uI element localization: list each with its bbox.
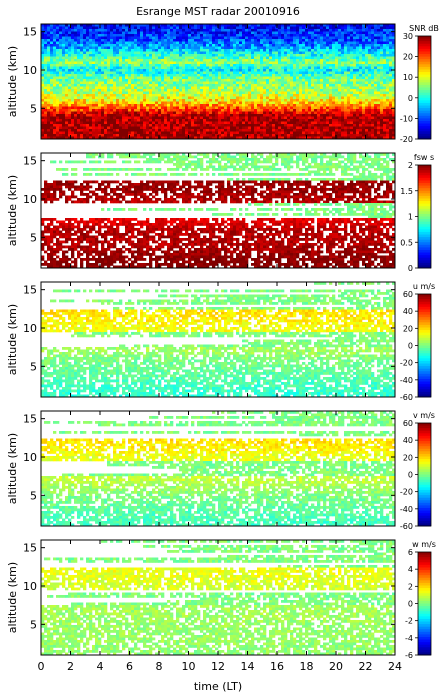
u-ytick-label: 15 xyxy=(23,284,37,297)
SNR-heatmap-cells xyxy=(41,24,396,140)
w-colorbar-tick: 2 xyxy=(408,582,413,591)
fsw-colorbar-tick: 1.5 xyxy=(400,187,413,196)
u-colorbar-tick: 0 xyxy=(408,342,413,351)
fsw-ytick-label: 5 xyxy=(30,231,37,244)
SNR-colorbar-tick: 20 xyxy=(403,53,413,62)
w-colorbar: 6 4 2 0 -2 -4 -6 xyxy=(405,548,432,660)
xtick-label: 0 xyxy=(38,660,45,673)
v-colorbar: 60 40 20 0 -20 -40 -60 xyxy=(400,419,432,531)
panel-SNR: 5 10 15 altitude (km) 30 20 10 0 -10 -20 SNR dB xyxy=(6,23,439,144)
u-colorbar-tick: 60 xyxy=(403,290,413,299)
xtick-label: 4 xyxy=(97,660,104,673)
fsw-colorbar: 2 1.5 1 0.5 0 xyxy=(400,161,432,273)
w-heatmap-cells xyxy=(41,540,396,656)
u-ytick-label: 10 xyxy=(23,322,37,335)
SNR-colorbar-tick: -20 xyxy=(400,135,413,144)
SNR-colorbar-tick: 30 xyxy=(403,32,413,41)
w-ytick-label: 15 xyxy=(23,542,37,555)
v-ytick-label: 5 xyxy=(30,489,37,502)
SNR-colorbar-tick: 0 xyxy=(408,94,413,103)
xtick-label: 10 xyxy=(182,660,196,673)
SNR-colorbar-tick: -10 xyxy=(400,114,413,123)
u-ytick-label: 5 xyxy=(30,360,37,373)
SNR-colorbar-label: SNR dB xyxy=(409,24,439,33)
v-ylabel: altitude (km) xyxy=(6,433,19,504)
v-colorbar-tick: 60 xyxy=(403,419,413,428)
panel-u: 5 10 15 altitude (km) 60 40 20 0 -20 -40 -60 u m/s xyxy=(6,281,435,402)
xtick-label: 2 xyxy=(67,660,74,673)
u-colorbar-label: u m/s xyxy=(413,282,435,291)
xtick-label: 16 xyxy=(270,660,284,673)
v-colorbar-tick: 20 xyxy=(403,453,413,462)
SNR-ytick-label: 5 xyxy=(30,102,37,115)
u-colorbar-tick: -40 xyxy=(400,376,413,385)
w-colorbar-tick: -4 xyxy=(405,634,413,643)
w-colorbar-tick: 6 xyxy=(408,548,413,557)
v-colorbar-tick: -40 xyxy=(400,505,413,514)
v-colorbar-label: v m/s xyxy=(413,411,435,420)
w-colorbar-tick: 0 xyxy=(408,600,413,609)
xtick-label: 6 xyxy=(126,660,133,673)
u-heatmap-cells xyxy=(41,282,396,398)
u-colorbar-tick: -20 xyxy=(400,359,413,368)
fsw-colorbar-tick: 1 xyxy=(408,213,413,222)
xtick-label: 8 xyxy=(156,660,163,673)
w-ytick-label: 5 xyxy=(30,618,37,631)
v-ytick-label: 15 xyxy=(23,413,37,426)
u-colorbar: 60 40 20 0 -20 -40 -60 xyxy=(400,290,432,402)
fsw-colorbar-tick: 0.5 xyxy=(400,238,413,247)
SNR-colorbar: 30 20 10 0 -10 -20 xyxy=(400,32,432,144)
fsw-colorbar-tick: 0 xyxy=(408,264,413,273)
x-axis-label: time (LT) xyxy=(194,680,242,693)
v-colorbar-tick: -20 xyxy=(400,488,413,497)
SNR-ytick-label: 10 xyxy=(23,64,37,77)
fsw-ytick-label: 10 xyxy=(23,193,37,206)
SNR-ylabel: altitude (km) xyxy=(6,46,19,117)
v-colorbar-tick: -60 xyxy=(400,522,413,531)
panel-fsw: 5 10 15 altitude (km) 2 1.5 1 0.5 0 fsw s xyxy=(6,152,434,273)
panel-v: 5 10 15 altitude (km) 60 40 20 0 -20 -40 -60 v m/s xyxy=(6,410,435,531)
xtick-label: 12 xyxy=(211,660,225,673)
xtick-label: 14 xyxy=(241,660,255,673)
v-colorbar-tick: 40 xyxy=(403,436,413,445)
xtick-label: 20 xyxy=(329,660,343,673)
w-ytick-label: 10 xyxy=(23,580,37,593)
v-ytick-label: 10 xyxy=(23,451,37,464)
fsw-colorbar-label: fsw s xyxy=(414,153,434,162)
figure-title: Esrange MST radar 20010916 xyxy=(136,5,300,18)
w-colorbar-tick: 4 xyxy=(408,565,413,574)
fsw-ytick-label: 15 xyxy=(23,155,37,168)
fsw-heatmap-cells xyxy=(41,153,396,269)
xtick-label: 22 xyxy=(359,660,373,673)
xtick-label: 24 xyxy=(388,660,402,673)
w-colorbar-tick: -2 xyxy=(405,617,413,626)
w-colorbar-tick: -6 xyxy=(405,651,413,660)
v-heatmap-cells xyxy=(41,411,396,527)
SNR-ytick-label: 15 xyxy=(23,26,37,39)
u-colorbar-tick: 20 xyxy=(403,324,413,333)
v-colorbar-tick: 0 xyxy=(408,471,413,480)
w-ylabel: altitude (km) xyxy=(6,562,19,633)
w-colorbar-label: w m/s xyxy=(412,540,436,549)
fsw-colorbar-tick: 2 xyxy=(408,161,413,170)
xtick-label: 18 xyxy=(300,660,314,673)
u-colorbar-tick: 40 xyxy=(403,307,413,316)
u-colorbar-tick: -60 xyxy=(400,393,413,402)
SNR-colorbar-tick: 10 xyxy=(403,73,413,82)
u-ylabel: altitude (km) xyxy=(6,304,19,375)
fsw-ylabel: altitude (km) xyxy=(6,175,19,246)
